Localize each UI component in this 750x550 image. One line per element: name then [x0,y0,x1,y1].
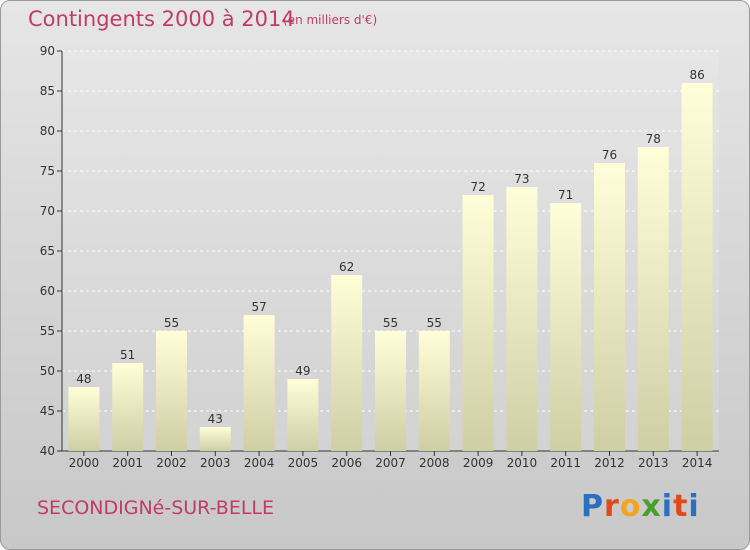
x-tick-label: 2012 [594,456,625,470]
bar-2009 [462,195,494,451]
x-tick-label: 2000 [69,456,100,470]
bar-2013 [637,147,669,451]
bar-2012 [594,163,625,451]
x-tick-label: 2009 [463,456,494,470]
data-label-2013: 78 [646,132,661,146]
y-tick-label: 90 [40,44,55,58]
y-tick-label: 40 [40,444,55,458]
bar-2002 [156,331,187,451]
bar-2007 [375,331,406,451]
bar-2005 [287,379,319,451]
y-tick-label: 75 [40,164,55,178]
data-label-2014: 86 [689,68,704,82]
logo-letter: t [673,489,689,524]
proxiti-logo: Proxiti [581,489,700,524]
x-tick-label: 2014 [682,456,713,470]
commune-name: SECONDIGNé-SUR-BELLE [37,497,275,519]
data-label-2012: 76 [602,148,617,162]
y-tick-label: 45 [40,404,55,418]
data-label-2001: 51 [120,348,135,362]
x-tick-label: 2010 [507,456,538,470]
x-tick-label: 2011 [550,456,581,470]
bar-2008 [418,331,450,451]
x-tick-label: 2003 [200,456,231,470]
bar-2001 [112,363,144,451]
x-tick-label: 2008 [419,456,450,470]
y-tick-label: 55 [40,324,55,338]
x-tick-label: 2004 [244,456,275,470]
logo-letter: i [688,489,700,524]
x-tick-label: 2002 [156,456,187,470]
bar-2010 [506,187,538,451]
bar-2000 [68,387,100,451]
data-label-2011: 71 [558,188,573,202]
bar-2006 [331,275,363,451]
y-tick-label: 60 [40,284,55,298]
y-tick-label: 65 [40,244,55,258]
logo-letter: i [661,489,674,524]
x-tick-label: 2005 [288,456,319,470]
data-label-2003: 43 [208,412,223,426]
data-label-2002: 55 [164,316,179,330]
bar-2011 [550,203,582,451]
data-label-2004: 57 [251,300,266,314]
y-tick-label: 70 [40,204,55,218]
bar-2004 [243,315,275,451]
data-label-2008: 55 [427,316,442,330]
x-tick-label: 2007 [375,456,406,470]
data-label-2009: 72 [470,180,485,194]
x-tick-label: 2006 [331,456,362,470]
y-tick-label: 85 [40,84,55,98]
data-label-2005: 49 [295,364,310,378]
data-label-2006: 62 [339,260,354,274]
logo-letter: P [581,489,604,524]
y-tick-label: 80 [40,124,55,138]
y-tick-label: 50 [40,364,55,378]
logo-letter: x [641,489,662,524]
logo-letter: r [604,489,620,524]
data-label-2000: 48 [76,372,91,386]
chart-subtitle: (en milliers d'€) [283,13,378,27]
x-tick-label: 2013 [638,456,669,470]
data-label-2007: 55 [383,316,398,330]
logo-letter: o [619,489,642,524]
bar-2014 [681,83,713,451]
data-label-2010: 73 [514,172,529,186]
x-tick-label: 2001 [112,456,143,470]
bar-2003 [199,427,231,451]
chart-title: Contingents 2000 à 2014 [28,7,295,31]
